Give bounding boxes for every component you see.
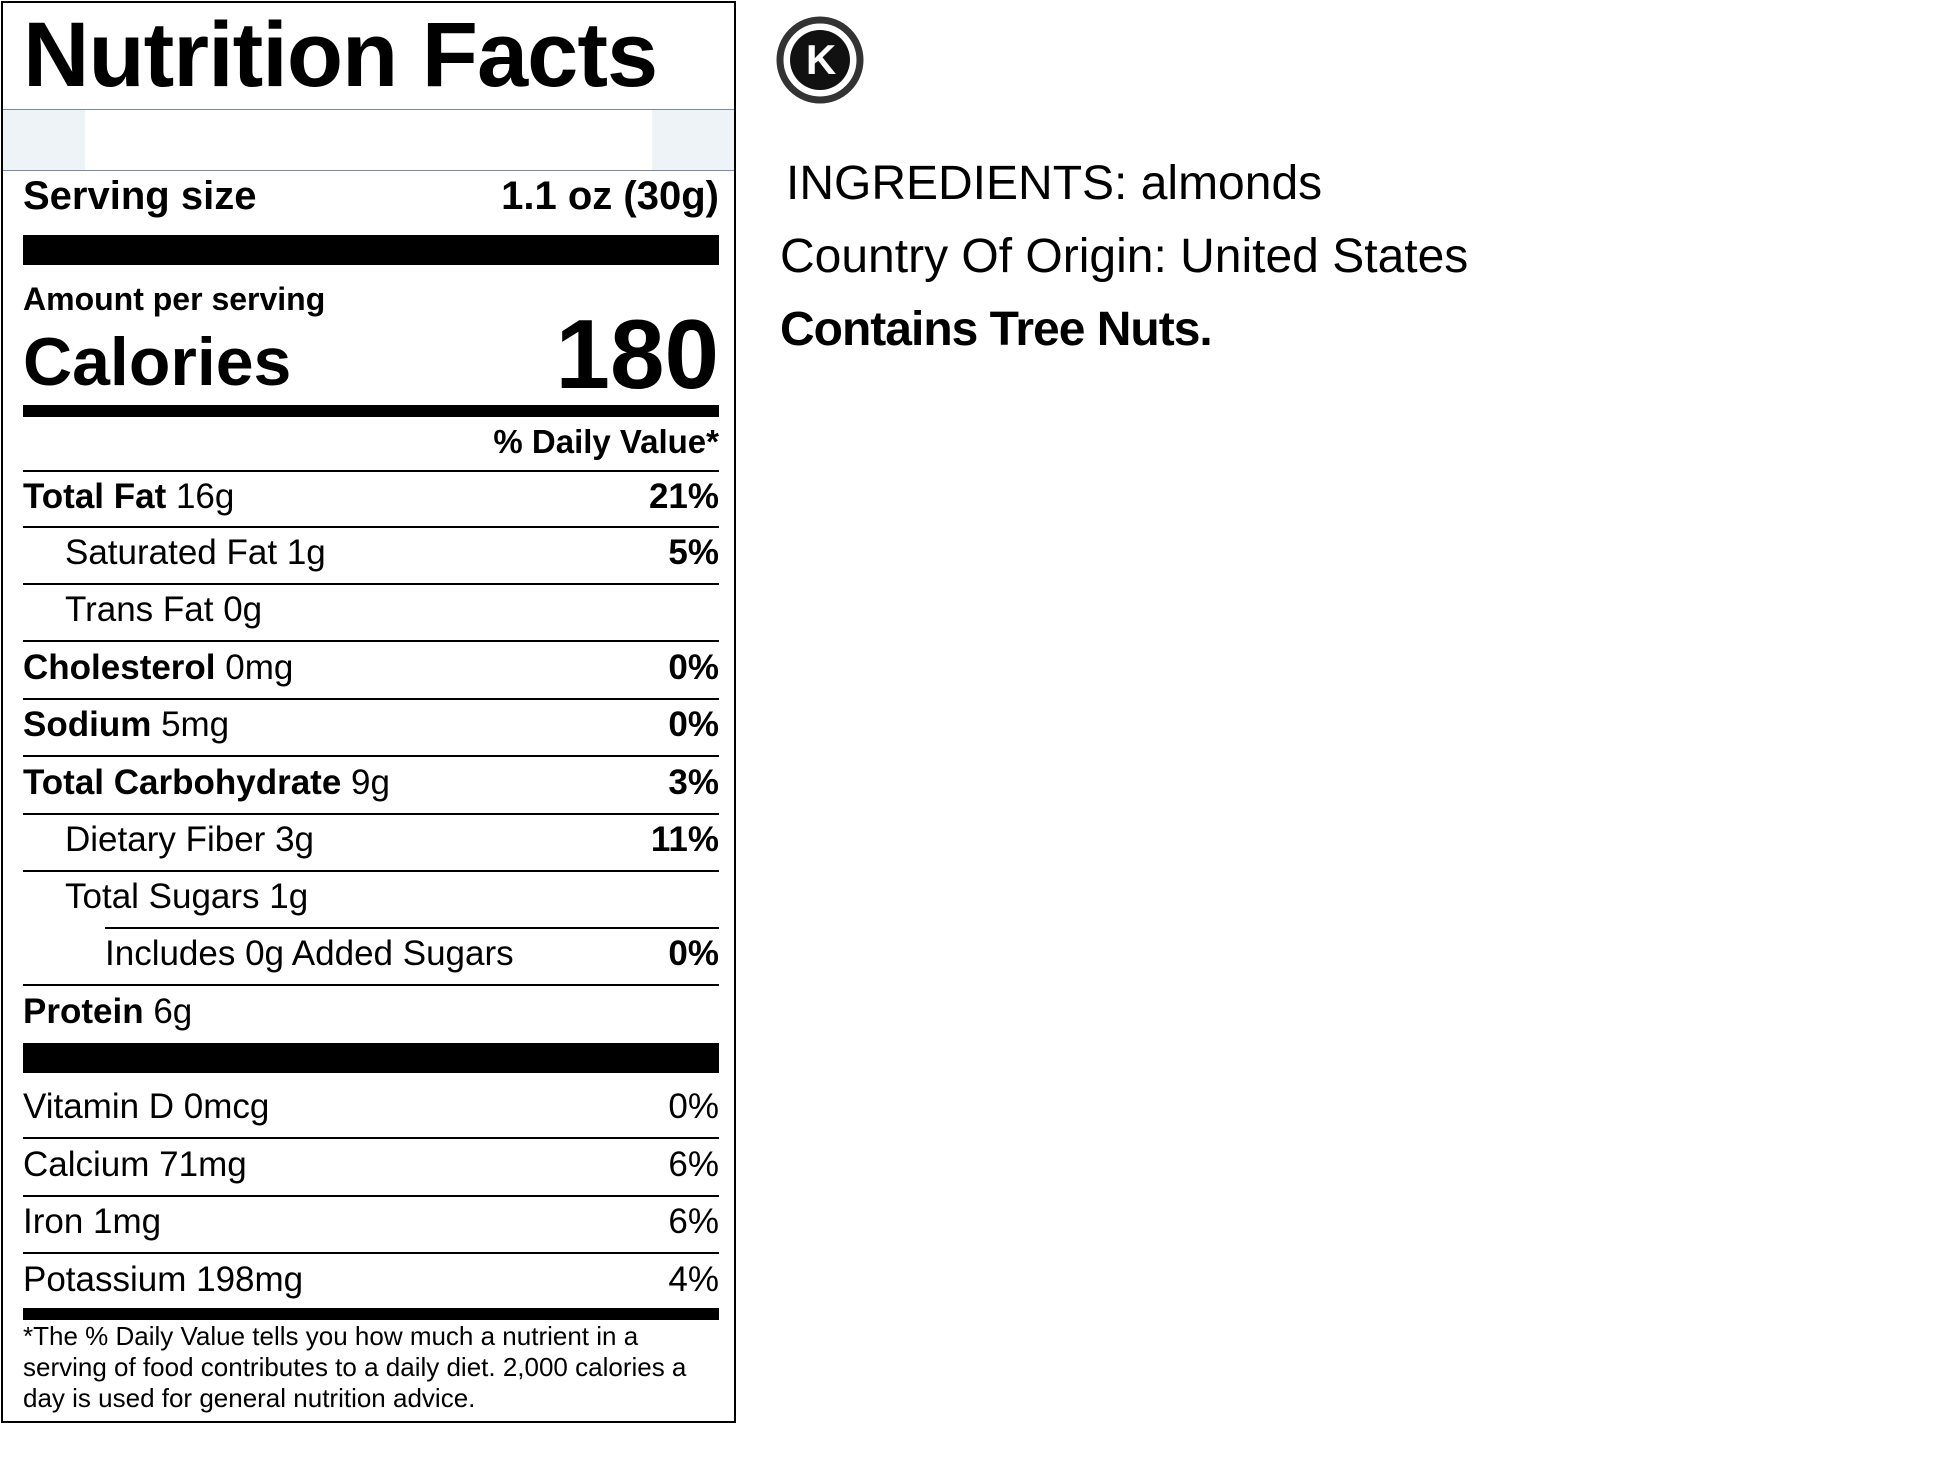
nutrient-name: Cholesterol 0mg	[23, 648, 294, 687]
rule	[23, 470, 719, 472]
serving-size-value: 1.1 oz (30g)	[501, 174, 719, 218]
vitamin-dv: 4%	[668, 1260, 719, 1299]
nutrient-name: Saturated Fat 1g	[65, 533, 326, 572]
kosher-circle-k-icon: K	[776, 16, 864, 104]
nutrient-dv: 0%	[668, 934, 719, 973]
nutrient-name: Total Carbohydrate 9g	[23, 763, 390, 802]
daily-value-header: % Daily Value*	[493, 423, 719, 460]
vitamin-row-potassium: Potassium 198mg 4%	[23, 1258, 719, 1298]
rule	[23, 1195, 719, 1197]
rule	[23, 1137, 719, 1139]
daily-value-header-row: % Daily Value*	[23, 425, 719, 461]
vitamin-row-vitamin-d: Vitamin D 0mcg 0%	[23, 1085, 719, 1125]
medium-divider-bottom	[23, 1308, 719, 1320]
nutrition-facts-title: Nutrition Facts	[23, 4, 658, 106]
nutrient-name: Protein 6g	[23, 992, 193, 1031]
vitamin-name: Calcium 71mg	[23, 1145, 247, 1184]
servings-band-left	[3, 110, 85, 170]
nutrient-name: Total Sugars 1g	[65, 877, 309, 916]
nutrient-row-saturated-fat: Saturated Fat 1g 5%	[23, 531, 719, 571]
vitamin-name: Iron 1mg	[23, 1202, 162, 1241]
nutrient-row-trans-fat: Trans Fat 0g	[23, 588, 719, 628]
nutrient-dv: 21%	[648, 477, 719, 516]
serving-size-row: Serving size 1.1 oz (30g)	[23, 176, 719, 220]
vitamin-dv: 6%	[668, 1202, 719, 1241]
rule	[23, 1252, 719, 1254]
thick-divider-top	[23, 235, 719, 265]
vitamin-row-iron: Iron 1mg 6%	[23, 1200, 719, 1240]
nutrient-row-sodium: Sodium 5mg 0%	[23, 703, 719, 743]
rule	[23, 755, 719, 757]
amount-per-serving-label: Amount per serving	[23, 281, 326, 317]
nutrient-row-total-fat: Total Fat 16g 21%	[23, 475, 719, 515]
nutrient-row-total-carbohydrate: Total Carbohydrate 9g 3%	[23, 761, 719, 801]
vitamin-dv: 6%	[668, 1145, 719, 1184]
rule	[23, 984, 719, 986]
nutrient-name: Dietary Fiber 3g	[65, 820, 314, 859]
rule	[23, 813, 719, 815]
daily-value-footnote: *The % Daily Value tells you how much a …	[23, 1321, 687, 1413]
nutrient-dv: 11%	[650, 820, 719, 859]
medium-divider	[23, 405, 719, 417]
nutrient-dv: 0%	[668, 705, 719, 744]
vitamin-dv: 0%	[668, 1087, 719, 1126]
nutrient-row-total-sugars: Total Sugars 1g	[23, 875, 719, 915]
calories-block: Amount per serving Calories 180	[23, 283, 719, 403]
nutrient-dv: 3%	[668, 763, 719, 802]
vitamin-row-calcium: Calcium 71mg 6%	[23, 1143, 719, 1183]
ingredients-text: INGREDIENTS: almonds	[786, 157, 1323, 210]
rule	[23, 583, 719, 585]
nutrient-name: Total Fat 16g	[23, 477, 235, 516]
nutrient-row-cholesterol: Cholesterol 0mg 0%	[23, 646, 719, 686]
rule	[23, 698, 719, 700]
nutrient-dv: 0%	[668, 648, 719, 687]
nutrient-dv: 5%	[668, 533, 719, 572]
serving-size-label: Serving size	[23, 174, 257, 218]
allergen-statement: Contains Tree Nuts.	[780, 303, 1213, 356]
nutrient-row-protein: Protein 6g	[23, 990, 719, 1030]
vitamin-name: Potassium 198mg	[23, 1260, 304, 1299]
vitamin-name: Vitamin D 0mcg	[23, 1087, 270, 1126]
nutrition-facts-label: Nutrition Facts Serving size 1.1 oz (30g…	[1, 1, 736, 1423]
rule	[23, 526, 719, 528]
calories-value: 180	[555, 299, 719, 409]
nutrient-row-dietary-fiber: Dietary Fiber 3g 11%	[23, 818, 719, 858]
servings-band-right	[652, 110, 734, 170]
rule-indented	[105, 927, 719, 929]
thick-divider-vitamins	[23, 1043, 719, 1073]
nutrient-name: Trans Fat 0g	[65, 590, 263, 629]
nutrient-row-added-sugars: Includes 0g Added Sugars 0%	[23, 932, 719, 972]
rule	[23, 870, 719, 872]
rule	[23, 640, 719, 642]
nutrient-name: Includes 0g Added Sugars	[105, 934, 514, 973]
calories-label: Calories	[23, 324, 292, 400]
servings-band	[3, 109, 734, 171]
country-of-origin-text: Country Of Origin: United States	[780, 230, 1469, 283]
nutrient-name: Sodium 5mg	[23, 705, 230, 744]
kosher-letter: K	[806, 36, 836, 83]
